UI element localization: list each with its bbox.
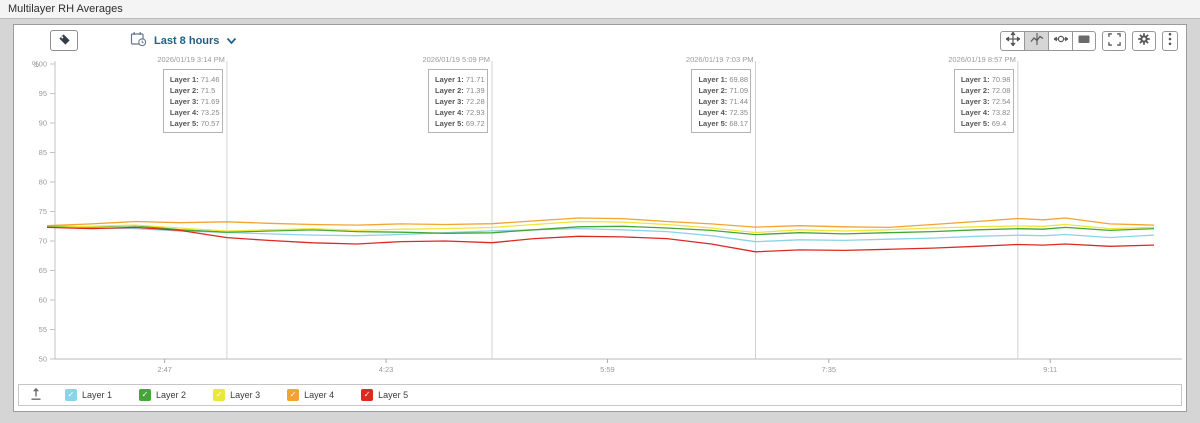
- legend-label: Layer 3: [230, 390, 261, 400]
- page-title: Multilayer RH Averages: [0, 0, 1200, 19]
- chart-area[interactable]: % 100 95 90 85 80 75 70 65 60 55 50 2:47 4:23 5:59 7:35…: [14, 54, 1186, 382]
- export-button[interactable]: [29, 387, 43, 404]
- y-tick-label: 100: [34, 60, 47, 69]
- legend-label: Layer 5: [378, 390, 409, 400]
- x-trace-icon: [1052, 32, 1069, 49]
- y-tick-label: 70: [39, 237, 47, 246]
- x-tick-label: 9:11: [1043, 365, 1057, 374]
- legend-checkbox[interactable]: ✓: [361, 389, 374, 401]
- toolbar-left: Last 8 hours: [22, 30, 237, 51]
- legend-item-layer-2[interactable]: ✓ Layer 2: [139, 389, 186, 401]
- export-icon: [29, 387, 43, 404]
- series-line-layer-4: [46, 217, 1155, 229]
- toolbar-right: [1000, 30, 1178, 51]
- y-tick-label: 85: [39, 148, 47, 157]
- y-tick-label: 50: [39, 355, 47, 364]
- legend-checkbox[interactable]: ✓: [139, 389, 152, 401]
- legend-item-layer-1[interactable]: ✓ Layer 1: [65, 389, 112, 401]
- data-cursor-icon: [1030, 32, 1044, 49]
- data-cursor-button[interactable]: [1024, 30, 1048, 51]
- legend-checkbox[interactable]: ✓: [287, 389, 300, 401]
- y-tick-label: 60: [39, 296, 47, 305]
- y-tick-label: 55: [39, 325, 47, 334]
- chart-card: Last 8 hours: [13, 24, 1187, 412]
- y-tick-label: 95: [39, 89, 47, 98]
- y-tick-label: 65: [39, 266, 47, 275]
- kebab-menu-icon: [1168, 32, 1172, 49]
- legend-item-layer-3[interactable]: ✓ Layer 3: [213, 389, 260, 401]
- tag-button[interactable]: [50, 30, 78, 51]
- annotation-icon: [1077, 32, 1091, 49]
- legend-checkbox[interactable]: ✓: [65, 389, 77, 401]
- fullscreen-icon: [1107, 32, 1121, 49]
- legend-bar: ✓ Layer 1 ✓ Layer 2 ✓ Layer 3 ✓ Layer 4 ✓ Layer 5: [18, 384, 1182, 406]
- x-tick-label: 2:47: [157, 365, 172, 374]
- series-line-layer-3: [46, 220, 1155, 234]
- pan-button[interactable]: [1000, 30, 1024, 51]
- tag-icon: [58, 33, 71, 49]
- pan-icon: [1004, 31, 1021, 49]
- chevron-down-icon: [226, 33, 237, 48]
- legend-label: Layer 2: [156, 390, 187, 400]
- y-tick-label: 90: [39, 119, 47, 128]
- legend-item-layer-5[interactable]: ✓ Layer 5: [361, 389, 408, 401]
- time-range-selector[interactable]: Last 8 hours: [130, 31, 237, 50]
- chart-mode-button-group: [1000, 30, 1096, 51]
- y-tick-label: 80: [39, 178, 47, 187]
- gear-icon: [1137, 32, 1151, 49]
- annotation-button[interactable]: [1072, 30, 1096, 51]
- fullscreen-button[interactable]: [1102, 30, 1126, 51]
- x-tick-label: 4:23: [379, 365, 394, 374]
- legend-checkbox[interactable]: ✓: [213, 389, 226, 401]
- series-line-layer-5: [46, 226, 1155, 253]
- y-axis-unit: %: [32, 60, 39, 69]
- calendar-clock-icon: [130, 31, 147, 50]
- legend-label: Layer 1: [82, 390, 113, 400]
- series-line-layer-2: [46, 225, 1155, 236]
- line-chart[interactable]: %100 95 90 85 80 75 70 65 60 55 50 2:47 4:23 5:59 7:35…: [14, 54, 1186, 378]
- legend-label: Layer 4: [304, 390, 335, 400]
- x-tick-label: 7:35: [822, 365, 837, 374]
- time-range-label: Last 8 hours: [154, 34, 220, 47]
- more-options-button[interactable]: [1162, 30, 1178, 51]
- legend-items: ✓ Layer 1 ✓ Layer 2 ✓ Layer 3 ✓ Layer 4 ✓ Layer 5: [65, 389, 408, 401]
- series-line-layer-1: [46, 226, 1155, 243]
- x-tick-label: 5:59: [600, 365, 615, 374]
- legend-item-layer-4[interactable]: ✓ Layer 4: [287, 389, 334, 401]
- y-tick-label: 75: [39, 207, 47, 216]
- settings-button[interactable]: [1132, 30, 1156, 51]
- chart-toolbar: Last 8 hours: [14, 25, 1186, 53]
- x-trace-button[interactable]: [1048, 30, 1072, 51]
